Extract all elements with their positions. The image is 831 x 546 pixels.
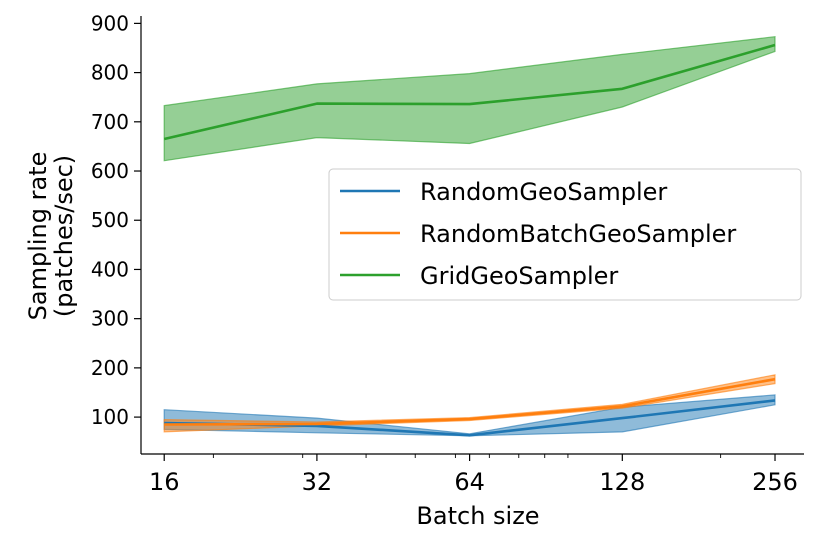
y-tick-label: 500 <box>91 208 129 232</box>
y-tick-label: 600 <box>91 159 129 183</box>
y-tick-label: 800 <box>91 61 129 85</box>
y-tick-label: 700 <box>91 110 129 134</box>
y-tick-label: 400 <box>91 257 129 281</box>
series-lines <box>163 43 776 437</box>
legend: RandomGeoSampler RandomBatchGeoSampler G… <box>328 168 802 301</box>
x-axis-title: Batch size <box>416 502 539 530</box>
y-tick-label: 200 <box>91 356 129 380</box>
y-tick-label: 900 <box>91 11 129 35</box>
legend-frame <box>328 168 802 301</box>
x-tick-label: 128 <box>599 468 645 496</box>
band-grid <box>163 36 776 162</box>
band-random <box>163 394 776 437</box>
band-randombatch <box>163 374 776 433</box>
y-axis-title-line-1: Sampling rate <box>24 152 52 321</box>
legend-label-randombatch: RandomBatchGeoSampler <box>420 220 736 248</box>
x-tick-label: 256 <box>752 468 798 496</box>
y-tick-label: 100 <box>91 405 129 429</box>
x-tick-label: 64 <box>454 468 485 496</box>
y-tick-label: 300 <box>91 307 129 331</box>
legend-label-random: RandomGeoSampler <box>420 178 667 206</box>
line-randombatch <box>164 377 776 426</box>
x-ticks: 16 32 64 128 256 <box>149 454 798 496</box>
y-ticks: 100 200 300 400 500 600 700 800 900 <box>91 11 141 429</box>
x-tick-label: 16 <box>149 468 180 496</box>
y-axis-title-line-2: (patches/sec) <box>50 155 78 317</box>
axes <box>140 16 804 455</box>
line-grid <box>163 43 776 141</box>
legend-label-grid: GridGeoSampler <box>420 262 618 290</box>
y-axis-title: Sampling rate (patches/sec) <box>24 152 78 321</box>
x-tick-label: 32 <box>302 468 333 496</box>
